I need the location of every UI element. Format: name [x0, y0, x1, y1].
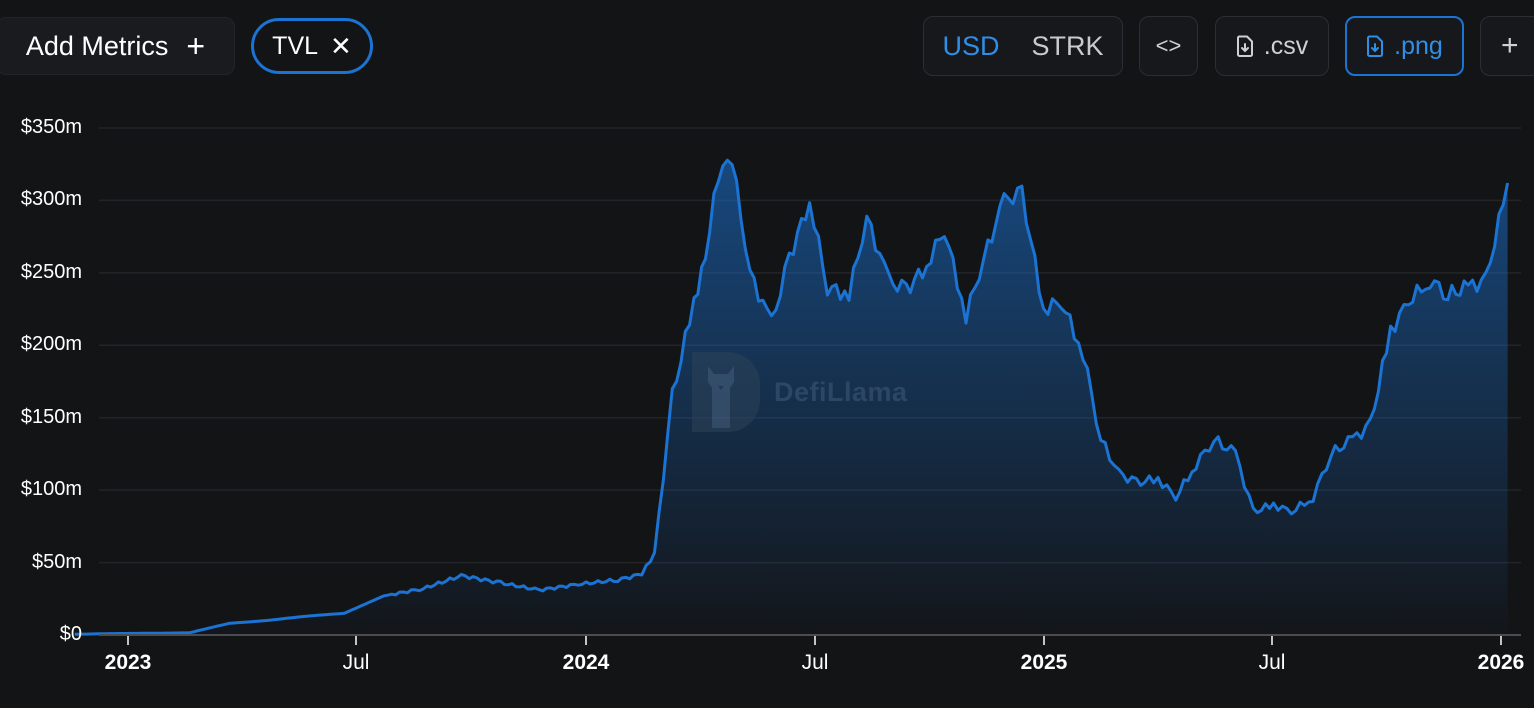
x-axis-ticks — [127, 636, 1502, 645]
y-axis-label: $150m — [20, 405, 82, 428]
watermark-text: DefiLlama — [774, 376, 908, 407]
x-axis-label: Jul — [801, 651, 829, 674]
x-axis-label: 2026 — [1477, 651, 1525, 674]
y-axis-label: $300m — [20, 188, 82, 211]
llama-logo-icon — [692, 352, 760, 432]
metric-chip-tvl[interactable]: TVL ✕ — [251, 18, 373, 74]
download-csv-label: .csv — [1263, 31, 1309, 60]
y-axis-label: $350m — [20, 116, 82, 138]
y-axis-label: $50m — [31, 550, 82, 573]
defillama-watermark: DefiLlama — [690, 352, 908, 432]
download-png-button[interactable]: .png — [1345, 16, 1464, 76]
y-axis-label: $100m — [20, 478, 82, 501]
download-png-label: .png — [1394, 31, 1443, 60]
file-download-icon — [1236, 35, 1253, 57]
y-axis-label: $200m — [20, 333, 82, 356]
embed-button[interactable]: <> — [1139, 16, 1198, 76]
x-axis-label: Jul — [342, 651, 370, 674]
add-metrics-button[interactable]: Add Metrics + — [0, 17, 235, 75]
file-download-icon — [1367, 35, 1384, 57]
close-icon[interactable]: ✕ — [330, 30, 352, 61]
tvl-area-fill — [74, 160, 1508, 635]
y-axis-label: $250m — [20, 260, 82, 283]
metric-chip-label: TVL — [272, 31, 319, 60]
plus-icon: + — [186, 27, 206, 64]
y-axis-label: $0 — [59, 623, 82, 645]
tvl-line — [74, 158, 1510, 636]
more-button[interactable]: + — [1480, 16, 1534, 76]
currency-toggle: USD STRK — [923, 16, 1123, 76]
code-icon: <> — [1155, 33, 1182, 58]
x-axis-label: Jul — [1258, 651, 1286, 674]
x-axis-label: 2024 — [562, 651, 610, 674]
currency-option-strk[interactable]: STRK — [1031, 30, 1104, 61]
download-csv-button[interactable]: .csv — [1215, 16, 1329, 76]
plus-icon: + — [1501, 29, 1519, 62]
x-axis-label: 2023 — [104, 651, 152, 674]
add-metrics-label: Add Metrics — [25, 30, 169, 61]
x-axis-label: 2025 — [1020, 651, 1068, 674]
currency-option-usd[interactable]: USD — [942, 30, 1000, 61]
